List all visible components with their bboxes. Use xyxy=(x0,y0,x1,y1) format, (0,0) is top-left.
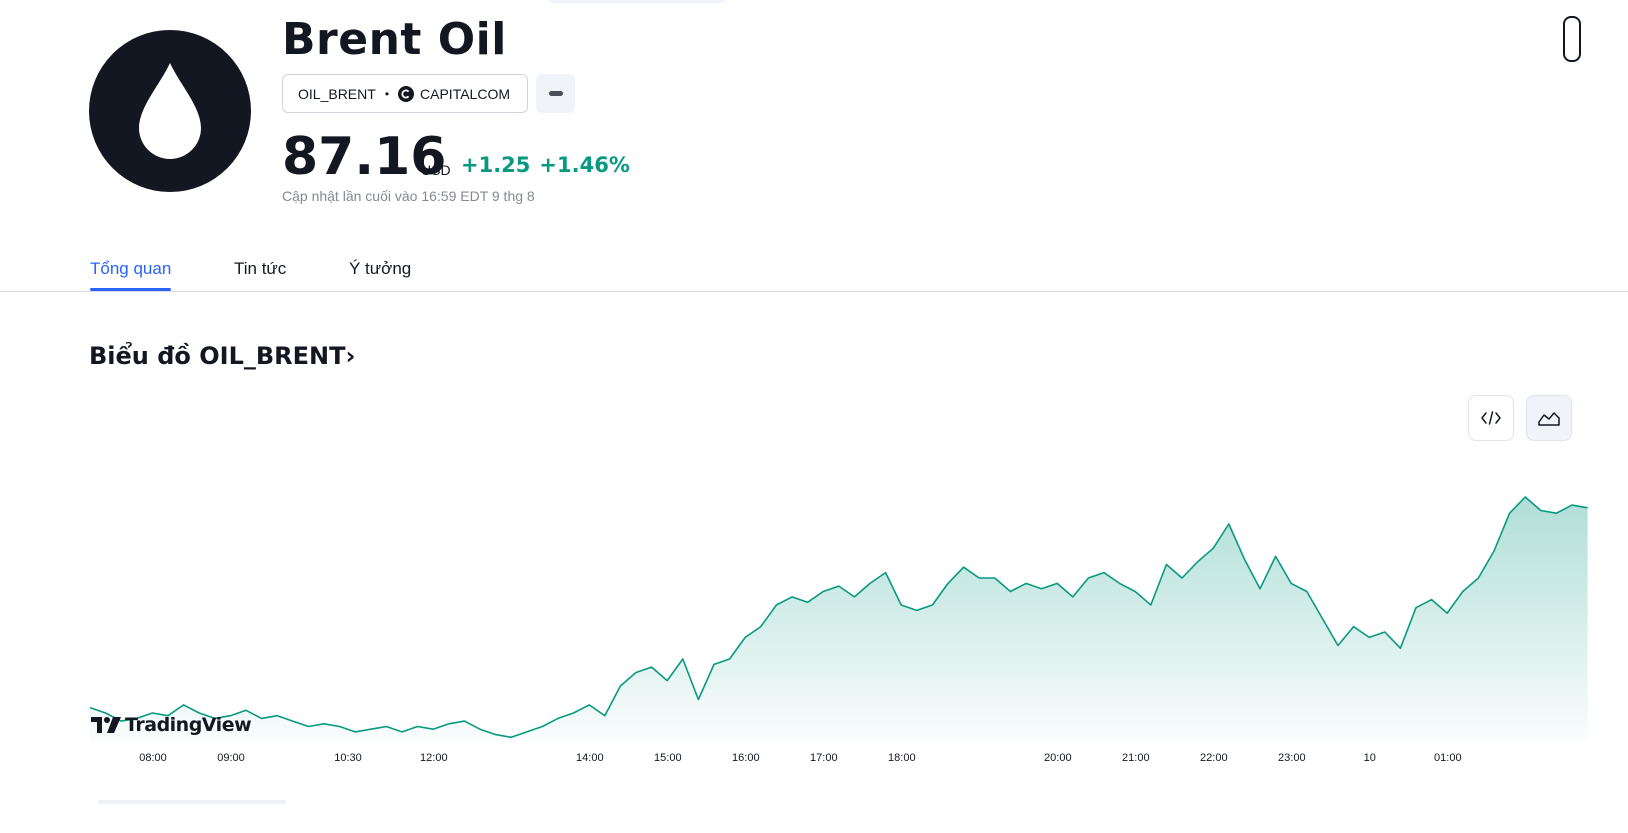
more-button[interactable] xyxy=(536,74,575,113)
tab-overview[interactable]: Tổng quan xyxy=(90,259,172,291)
x-tick-label: 12:00 xyxy=(420,752,448,764)
chart-section-title[interactable]: Biểu đồ OIL_BRENT› xyxy=(89,339,355,373)
last-price: 87.16 xyxy=(282,127,447,187)
embed-code-icon xyxy=(1481,411,1501,425)
x-tick-label: 21:00 xyxy=(1122,752,1150,764)
exchange-label: CAPITALCOM xyxy=(420,85,510,102)
x-tick-label: 14:00 xyxy=(576,752,604,764)
bottom-tab-stub xyxy=(98,800,286,804)
x-tick-label: 01:00 xyxy=(1434,752,1462,764)
time-axis: 08:00 09:00 10:30 12:00 14:00 15:00 16:00 17:00… xyxy=(0,752,1628,768)
x-tick-label: 16:00 xyxy=(732,752,760,764)
x-tick-label: 10 xyxy=(1363,752,1376,764)
x-tick-label: 09:00 xyxy=(217,752,245,764)
corner-button[interactable] xyxy=(1563,16,1581,62)
x-tick-label: 15:00 xyxy=(654,752,682,764)
symbol-separator: • xyxy=(384,86,390,101)
currency-label: USD xyxy=(421,162,451,178)
chevron-right-icon: › xyxy=(345,342,356,370)
change-value: +1.25 xyxy=(461,153,531,177)
price-area-fill xyxy=(90,497,1588,740)
tab-ideas[interactable]: Ý tưởng xyxy=(349,259,412,278)
page-title: Brent Oil xyxy=(282,14,507,65)
x-tick-label: 23:00 xyxy=(1278,752,1306,764)
x-tick-label: 10:30 xyxy=(334,752,362,764)
tab-bar: Tổng quan Tin tức Ý tưởng xyxy=(0,247,1628,292)
price-change: +1.25 +1.46% xyxy=(461,153,630,177)
area-chart-icon xyxy=(1538,412,1560,426)
tradingview-logo-icon xyxy=(91,717,121,733)
price-line xyxy=(89,496,1588,739)
x-tick-label: 22:00 xyxy=(1200,752,1228,764)
x-tick-label: 20:00 xyxy=(1044,752,1072,764)
symbol-exchange-chip[interactable]: OIL_BRENT • CAPITALCOM xyxy=(282,74,528,113)
change-percent: +1.46% xyxy=(539,153,630,177)
top-search-pill[interactable] xyxy=(548,0,726,3)
x-tick-label: 17:00 xyxy=(810,752,838,764)
tab-news[interactable]: Tin tức xyxy=(234,259,287,278)
last-updated-text: Cập nhật lần cuối vào 16:59 EDT 9 thg 8 xyxy=(282,188,535,204)
brent-oil-logo xyxy=(89,30,251,192)
price-chart[interactable] xyxy=(0,440,1628,780)
chart-type-button[interactable] xyxy=(1526,395,1572,441)
tradingview-watermark[interactable]: TradingView xyxy=(91,714,252,736)
capitalcom-logo-icon xyxy=(398,85,415,102)
oil-drop-icon xyxy=(139,63,201,159)
more-icon xyxy=(548,91,563,96)
chart-title-text: Biểu đồ OIL_BRENT xyxy=(89,342,346,370)
x-tick-label: 18:00 xyxy=(888,752,916,764)
symbol-label: OIL_BRENT xyxy=(298,85,376,102)
x-tick-label: 08:00 xyxy=(139,752,167,764)
tradingview-wordmark: TradingView xyxy=(125,714,252,736)
embed-button[interactable] xyxy=(1468,395,1514,441)
